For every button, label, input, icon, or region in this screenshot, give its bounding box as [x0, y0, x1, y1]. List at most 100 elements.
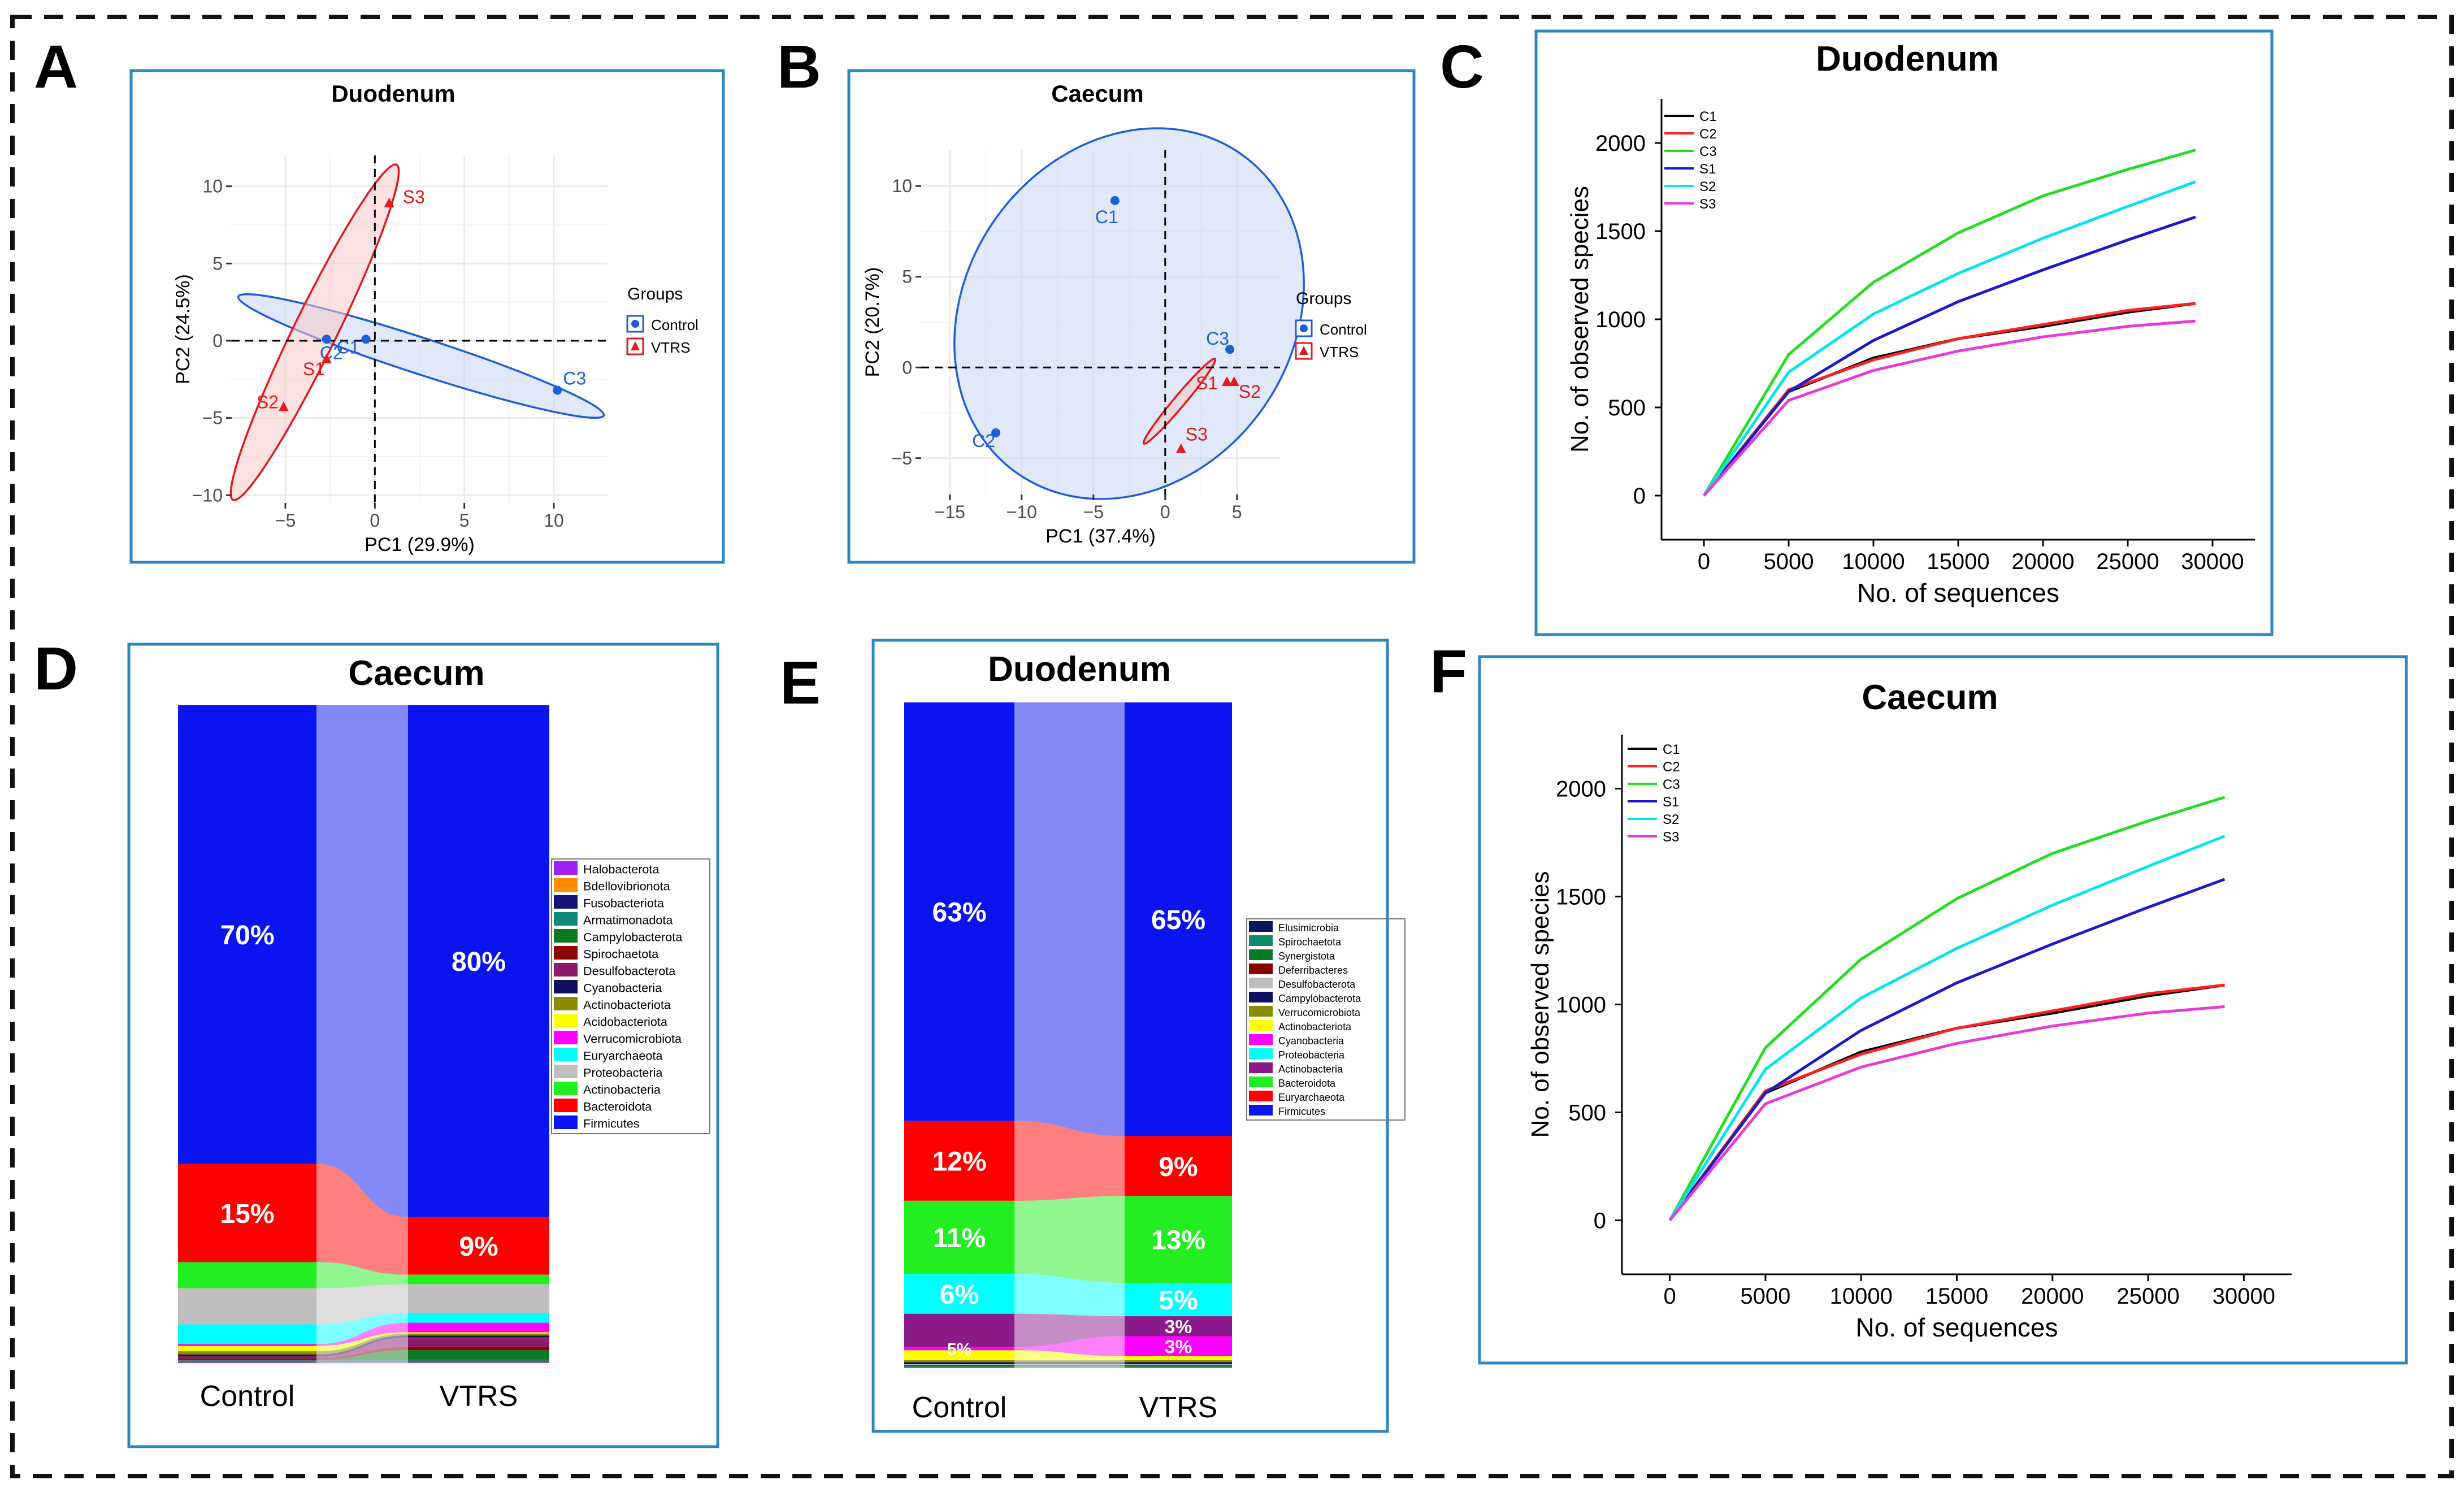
x-tick-label: −5	[1083, 502, 1104, 522]
panel-frame	[1478, 655, 2408, 1365]
y-axis-label: PC2 (20.7%)	[862, 267, 883, 377]
legend-label-bacteroidota: Bacteroidota	[1278, 1078, 1336, 1089]
flow-desulfobacterota	[316, 1337, 408, 1359]
legend-label-c2: C2	[1663, 759, 1680, 775]
panel-frame	[1534, 29, 2274, 636]
legend-label-actinobacteria: Actinobacteria	[583, 1083, 661, 1097]
bar-campylobacterota-control	[904, 1362, 1014, 1365]
legend-title: Groups	[627, 285, 683, 303]
y-tick-label: 1000	[1556, 993, 1606, 1018]
bar-verrucomicrobiota-vtrs	[408, 1322, 549, 1333]
legend-label-actinobacteria: Actinobacteria	[1278, 1064, 1343, 1075]
flow-campylobacterota	[1014, 1362, 1125, 1365]
ellipse-control	[953, 127, 1305, 500]
flow-verrucomicrobiota	[316, 1322, 408, 1346]
bar-value-label: 70%	[220, 921, 274, 951]
bar-halobacterota-vtrs	[408, 1362, 549, 1363]
point-s2	[1229, 376, 1239, 386]
legend-label-verrucomicrobiota: Verrucomicrobiota	[583, 1032, 682, 1046]
flow-campylobacterota	[316, 1350, 408, 1361]
legend-label-vtrs: VTRS	[1320, 344, 1359, 361]
flow-proteobacteria	[316, 1284, 408, 1325]
bar-desulfobacterota-control	[178, 1356, 316, 1359]
bar-actinobacteria-control	[178, 1262, 316, 1288]
bar-value-label: 15%	[220, 1199, 274, 1229]
bar-value-label: 5%	[947, 1340, 971, 1359]
legend-label-s2: S2	[1699, 179, 1716, 194]
legend-label-c1: C1	[1663, 742, 1680, 757]
legend-label-synergistota: Synergistota	[1278, 951, 1335, 962]
bar-value-label: 80%	[452, 947, 506, 977]
point-c1	[1110, 196, 1120, 205]
bar-actinobacteria-vtrs	[408, 1274, 549, 1284]
legend-marker-vtrs	[1299, 346, 1308, 355]
bar-bacteroidota-vtrs	[408, 1217, 549, 1275]
bar-fusobacteriota-vtrs	[408, 1361, 549, 1362]
legend-swatch-actinobacteria	[1249, 1062, 1273, 1073]
y-axis-label: No. of observed species	[1526, 871, 1554, 1138]
bar-desulfobacterota-vtrs	[408, 1337, 549, 1347]
legend-swatch-proteobacteria	[1249, 1048, 1273, 1059]
flow-euryarchaeota	[316, 1313, 408, 1344]
series-line-s3	[1703, 319, 2196, 497]
series-line-s2	[1702, 180, 2196, 497]
panel-f: Caecum 0 5000 10000 15000 20000 25000 30000 0 500…	[1478, 655, 2408, 1365]
panel-letter-c: C	[1440, 32, 1484, 101]
flow-spirochaetota	[316, 1347, 408, 1360]
point-c2	[991, 428, 1001, 437]
legend-label-spirochaetota: Spirochaetota	[1278, 936, 1342, 948]
x-tick-label: 10	[544, 510, 564, 531]
legend-swatch-desulfobacterota	[554, 963, 578, 976]
legend-swatch-campylobacterota	[554, 929, 578, 943]
bar-desulfobacterota-control	[904, 1364, 1014, 1365]
legend-label-s3: S3	[1663, 830, 1679, 845]
bar-acidobacteriota-vtrs	[408, 1332, 549, 1334]
legend-box	[551, 858, 710, 1134]
bar-synergistota-control	[904, 1365, 1014, 1366]
y-tick-label: 1000	[1595, 307, 1646, 332]
bar-spirochaetota-vtrs	[1125, 1366, 1232, 1367]
legend-label-firmicutes: Firmicutes	[583, 1117, 640, 1131]
point-s1	[1222, 376, 1233, 386]
bar-actinobacteriota-vtrs	[408, 1333, 549, 1336]
point-label-s3: S3	[403, 187, 425, 207]
x-tick-label: 20000	[2011, 549, 2074, 574]
figure-dashed-border	[10, 15, 2454, 1478]
legend-swatch-firmicutes	[554, 1116, 578, 1129]
legend-box	[1246, 918, 1405, 1121]
flow-firmicutes	[316, 705, 408, 1217]
legend-swatch-verrucomicrobiota	[554, 1031, 578, 1044]
bar-campylobacterota-vtrs	[408, 1350, 549, 1360]
flow-halobacterota	[316, 1362, 408, 1363]
bar-verrucomicrobiota-vtrs	[1125, 1360, 1232, 1362]
legend-label-c3: C3	[1699, 144, 1717, 159]
bar-firmicutes-control	[178, 705, 316, 1164]
bar-value-label: 13%	[1151, 1226, 1205, 1256]
legend-swatch-fusobacteriota	[554, 895, 578, 909]
legend-label-s2: S2	[1663, 812, 1679, 827]
bar-value-label: 9%	[459, 1232, 498, 1262]
bar-armatimonadota-control	[178, 1360, 316, 1361]
x-tick-label: 0	[1664, 1284, 1676, 1309]
point-label-s1: S1	[303, 359, 325, 379]
x-tick-label: 25000	[2116, 1284, 2179, 1309]
y-tick-label: −5	[202, 408, 223, 428]
x-tick-label: 20000	[2021, 1284, 2084, 1309]
flow-actinobacteriota	[316, 1333, 408, 1355]
chart-title: Duodenum	[331, 80, 455, 107]
bar-cyanobacteria-vtrs	[1125, 1336, 1232, 1356]
legend-swatch-halobacterota	[554, 861, 578, 875]
series-line-c3	[1668, 796, 2226, 1221]
x-tick-label: 0	[1160, 502, 1170, 522]
y-tick-label: 5	[212, 253, 223, 274]
x-axis-label: No. of sequences	[1857, 578, 2059, 607]
category-label-vtrs: VTRS	[1139, 1391, 1218, 1424]
bar-spirochaetota-control	[904, 1366, 1014, 1367]
bar-value-label: 65%	[1151, 905, 1205, 935]
bar-actinobacteriota-control	[178, 1351, 316, 1355]
flow-proteobacteria	[1014, 1274, 1125, 1317]
legend-label-vtrs: VTRS	[651, 339, 690, 356]
flow-spirochaetota	[1014, 1366, 1125, 1367]
x-tick-label: 15000	[1925, 1284, 1988, 1309]
legend-label-s1: S1	[1699, 162, 1716, 177]
